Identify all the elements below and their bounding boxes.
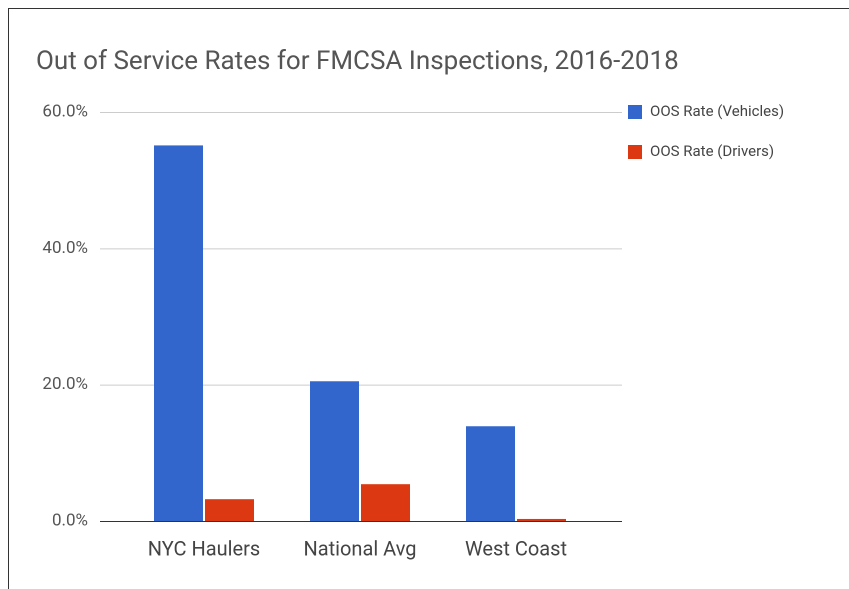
bar (466, 426, 515, 521)
bar (154, 145, 203, 521)
legend-label: OOS Rate (Vehicles) (650, 102, 784, 120)
x-tick-label: National Avg (303, 536, 416, 560)
bar (310, 381, 359, 521)
chart-title: Out of Service Rates for FMCSA Inspectio… (36, 46, 679, 76)
legend-label: OOS Rate (Drivers) (650, 142, 774, 160)
legend-swatch (628, 105, 642, 119)
legend-swatch (628, 145, 642, 159)
bar (361, 484, 410, 521)
bar (205, 499, 254, 521)
x-tick-label: NYC Haulers (148, 536, 260, 560)
y-tick-label: 20.0% (42, 374, 88, 394)
y-tick-label: 40.0% (42, 238, 88, 258)
bar (517, 518, 566, 521)
x-tick-label: West Coast (465, 536, 567, 560)
y-tick-label: 0.0% (52, 510, 88, 530)
y-tick-label: 60.0% (42, 101, 88, 121)
